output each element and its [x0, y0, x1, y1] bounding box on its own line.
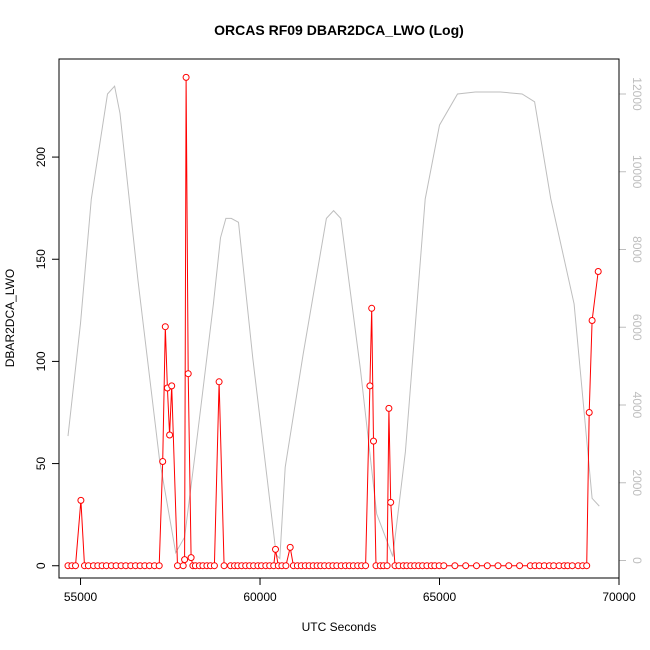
data-point	[166, 431, 174, 439]
data-point	[181, 556, 189, 564]
data-point	[494, 562, 502, 570]
x-tick-label: 60000	[243, 590, 277, 604]
data-point	[366, 382, 374, 390]
data-point	[516, 562, 524, 570]
y2-tick-label: 4000	[630, 392, 644, 419]
y-tick-label: 150	[34, 249, 48, 269]
x-tick-label: 70000	[602, 590, 636, 604]
plot-frame	[58, 58, 620, 579]
y2-tick-label: 8000	[630, 236, 644, 263]
data-point	[159, 458, 167, 465]
y-tick-label: 0	[34, 562, 48, 569]
y2-tick-label: 2000	[630, 469, 644, 496]
data-point	[370, 437, 377, 445]
chart-title: ORCAS RF09 DBAR2DCA_LWO (Log)	[214, 22, 464, 38]
x-tick-label: 55000	[64, 590, 98, 604]
data-point	[272, 545, 279, 553]
secondary-series-layer	[67, 85, 600, 560]
data-point	[210, 562, 218, 570]
y-axis-label: DBAR2DCA_LWO	[3, 269, 17, 367]
axes-layer: 55000 60000 65000 7000005010015020002000400…	[34, 77, 644, 604]
y-tick-label: 100	[34, 351, 48, 371]
data-point	[473, 562, 480, 570]
data-point	[161, 323, 169, 331]
data-point	[220, 562, 228, 570]
secondary-series-line	[67, 85, 600, 560]
y2-tick-label: 12000	[630, 77, 644, 111]
data-point	[182, 73, 190, 81]
data-point	[77, 496, 85, 504]
data-point	[187, 554, 195, 562]
y-tick-label: 50	[34, 457, 48, 471]
data-point	[440, 562, 448, 570]
primary-series-layer	[64, 73, 602, 570]
data-point	[585, 409, 593, 416]
y2-tick-label: 10000	[630, 155, 644, 189]
x-axis-label: UTC Seconds	[302, 620, 377, 634]
data-point	[362, 562, 370, 570]
data-point	[451, 562, 459, 570]
data-point	[383, 562, 391, 570]
data-point	[286, 543, 294, 551]
data-point	[72, 562, 79, 570]
data-point	[282, 562, 290, 570]
data-point	[179, 562, 187, 570]
x-tick-label: 65000	[423, 590, 457, 604]
y2-tick-label: 0	[630, 557, 644, 564]
data-point	[583, 562, 591, 570]
data-point	[505, 562, 513, 570]
data-point	[184, 370, 192, 378]
data-point	[588, 317, 596, 324]
data-point	[215, 378, 223, 386]
data-point	[385, 404, 393, 412]
data-point	[483, 562, 491, 570]
data-point	[168, 382, 176, 390]
data-point	[568, 562, 576, 570]
y-tick-label: 200	[34, 147, 48, 167]
y2-tick-label: 6000	[630, 314, 644, 341]
data-point	[174, 562, 181, 570]
data-point	[462, 562, 470, 570]
data-point	[155, 562, 163, 570]
data-point	[368, 304, 376, 312]
data-point	[594, 268, 602, 275]
data-point	[387, 498, 395, 506]
